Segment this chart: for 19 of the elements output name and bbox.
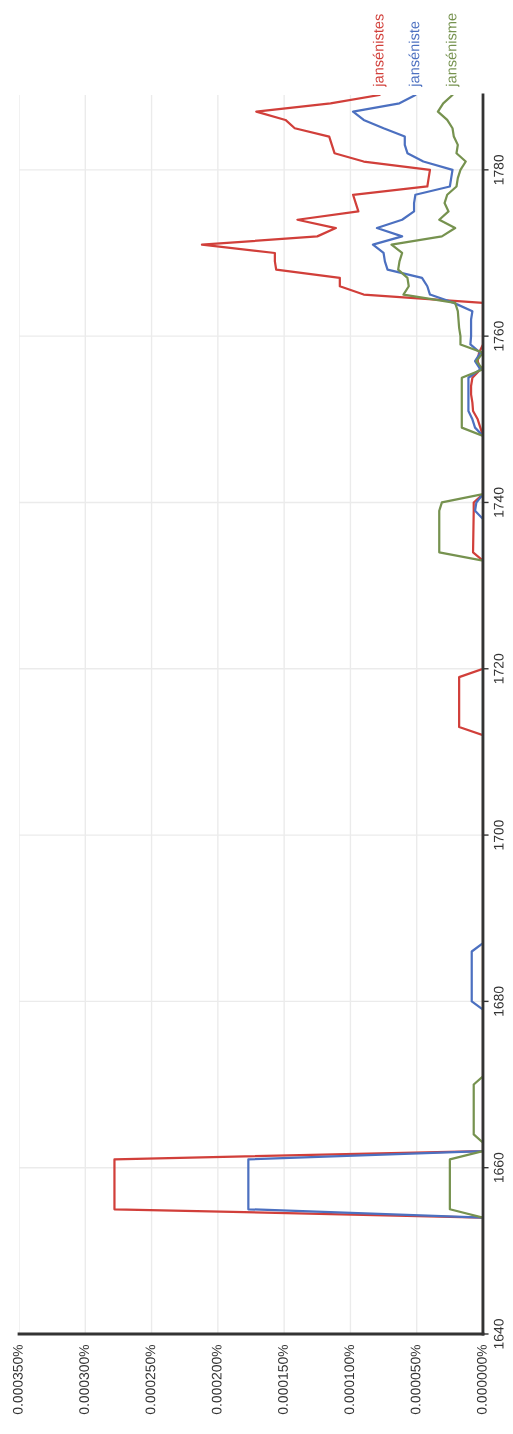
- x-tick-label: 0.000250%: [145, 1344, 156, 1415]
- y-tick-label: 1760: [493, 321, 504, 351]
- text: jansénistes: [372, 14, 387, 88]
- x-tick-label: 0.000100%: [344, 1344, 355, 1415]
- x-tick-label: 0.000150%: [278, 1344, 288, 1415]
- y-tick-label: 1680: [493, 986, 504, 1016]
- y-tick-label: 1640: [493, 1319, 504, 1349]
- y-tick-label: 1780: [493, 154, 504, 185]
- y-tick-label: 1660: [493, 1152, 504, 1183]
- x-tick-label: 0.000000%: [476, 1344, 487, 1415]
- text: jansénisme: [445, 13, 460, 88]
- x-tick-label: 0.000050%: [410, 1344, 421, 1415]
- x-tick-label: 0.000300%: [79, 1344, 90, 1415]
- y-tick-label: 1700: [493, 820, 504, 850]
- text: janséniste: [408, 21, 423, 88]
- y-tick-label: 1740: [493, 487, 504, 517]
- x-tick-label: 0.000200%: [211, 1344, 222, 1415]
- y-tick-label: 1720: [493, 653, 504, 684]
- x-tick-label: 0.000350%: [12, 1344, 23, 1415]
